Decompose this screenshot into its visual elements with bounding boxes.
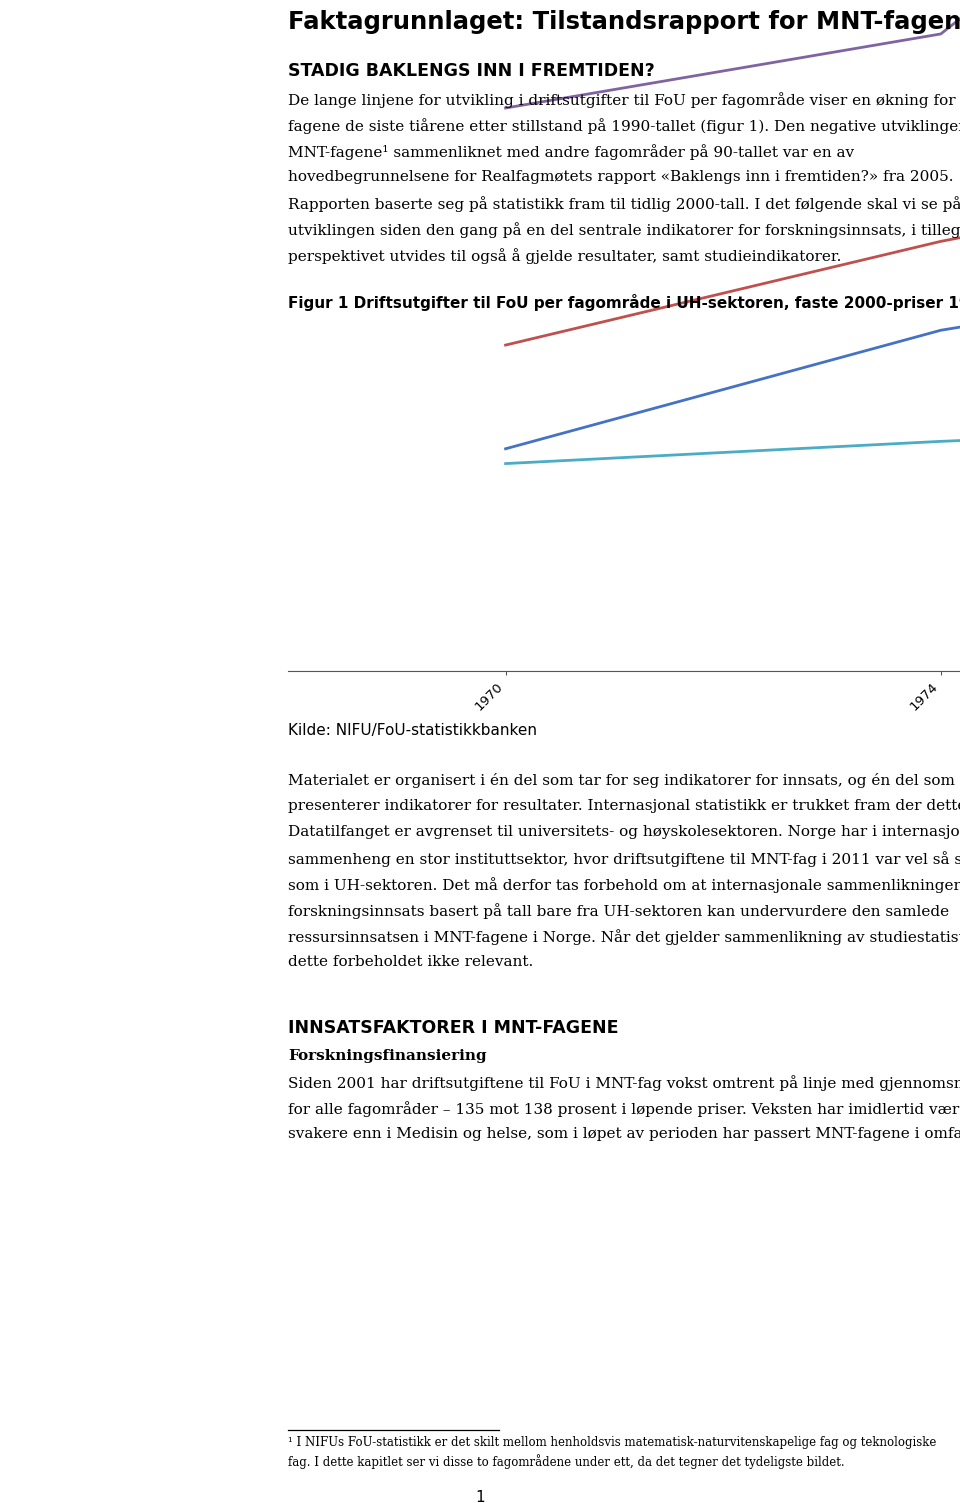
Text: forskningsinnsats basert på tall bare fra UH-sektoren kan undervurdere den samle: forskningsinnsats basert på tall bare fr… <box>288 903 949 918</box>
Text: dette forbeholdet ikke relevant.: dette forbeholdet ikke relevant. <box>288 954 533 969</box>
Text: De lange linjene for utvikling i driftsutgifter til FoU per fagområde viser en ø: De lange linjene for utvikling i driftsu… <box>288 92 960 108</box>
Text: STADIG BAKLENGS INN I FREMTIDEN?: STADIG BAKLENGS INN I FREMTIDEN? <box>288 62 655 80</box>
Text: Datatilfanget er avgrenset til universitets- og høyskolesektoren. Norge har i in: Datatilfanget er avgrenset til universit… <box>288 825 960 839</box>
Text: fag. I dette kapitlet ser vi disse to fagområdene under ett, da det tegner det t: fag. I dette kapitlet ser vi disse to fa… <box>288 1453 845 1468</box>
Text: som i UH-sektoren. Det må derfor tas forbehold om at internasjonale sammenliknin: som i UH-sektoren. Det må derfor tas for… <box>288 876 960 893</box>
Text: Siden 2001 har driftsutgiftene til FoU i MNT-fag vokst omtrent på linje med gjen: Siden 2001 har driftsutgiftene til FoU i… <box>288 1075 960 1091</box>
Text: sammenheng en stor instituttsektor, hvor driftsutgiftene til MNT-fag i 2011 var : sammenheng en stor instituttsektor, hvor… <box>288 851 960 867</box>
Text: INNSATSFAKTORER I MNT-FAGENE: INNSATSFAKTORER I MNT-FAGENE <box>288 1019 618 1037</box>
Text: ressursinnsatsen i MNT-fagene i Norge. Når det gjelder sammenlikning av studiest: ressursinnsatsen i MNT-fagene i Norge. N… <box>288 929 960 945</box>
Text: Forskningsfinansiering: Forskningsfinansiering <box>288 1049 487 1063</box>
Text: for alle fagområder – 135 mot 138 prosent i løpende priser. Veksten har imidlert: for alle fagområder – 135 mot 138 prosen… <box>288 1102 960 1117</box>
Text: MNT-fagene¹ sammenliknet med andre fagområder på 90-tallet var en av: MNT-fagene¹ sammenliknet med andre fagom… <box>288 144 854 159</box>
Text: presenterer indikatorer for resultater. Internasjonal statistikk er trukket fram: presenterer indikatorer for resultater. … <box>288 800 960 813</box>
Text: perspektivet utvides til også å gjelde resultater, samt studieindikatorer.: perspektivet utvides til også å gjelde r… <box>288 248 841 265</box>
Text: Faktagrunnlaget: Tilstandsrapport for MNT-fagene: Faktagrunnlaget: Tilstandsrapport for MN… <box>288 11 960 35</box>
Text: svakere enn i Medisin og helse, som i løpet av perioden har passert MNT-fagene i: svakere enn i Medisin og helse, som i lø… <box>288 1127 960 1141</box>
Text: Figur 1 Driftsutgifter til FoU per fagområde i UH-sektoren, faste 2000-priser 19: Figur 1 Driftsutgifter til FoU per fagom… <box>288 295 960 311</box>
Text: 1: 1 <box>475 1489 485 1503</box>
Text: Rapporten baserte seg på statistikk fram til tidlig 2000-tall. I det følgende sk: Rapporten baserte seg på statistikk fram… <box>288 195 960 212</box>
Text: Kilde: NIFU/FoU-statistikkbanken: Kilde: NIFU/FoU-statistikkbanken <box>288 723 537 738</box>
Text: Materialet er organisert i én del som tar for seg indikatorer for innsats, og én: Materialet er organisert i én del som ta… <box>288 773 955 788</box>
Text: ¹ I NIFUs FoU-statistikk er det skilt mellom henholdsvis matematisk-naturvitensk: ¹ I NIFUs FoU-statistikk er det skilt me… <box>288 1435 936 1449</box>
Text: hovedbegrunnelsene for Realfagmøtets rapport «Baklengs inn i fremtiden?» fra 200: hovedbegrunnelsene for Realfagmøtets rap… <box>288 170 953 183</box>
Text: utviklingen siden den gang på en del sentrale indikatorer for forskningsinnsats,: utviklingen siden den gang på en del sen… <box>288 222 960 237</box>
Text: fagene de siste tiårene etter stillstand på 1990-tallet (figur 1). Den negative : fagene de siste tiårene etter stillstand… <box>288 119 960 134</box>
